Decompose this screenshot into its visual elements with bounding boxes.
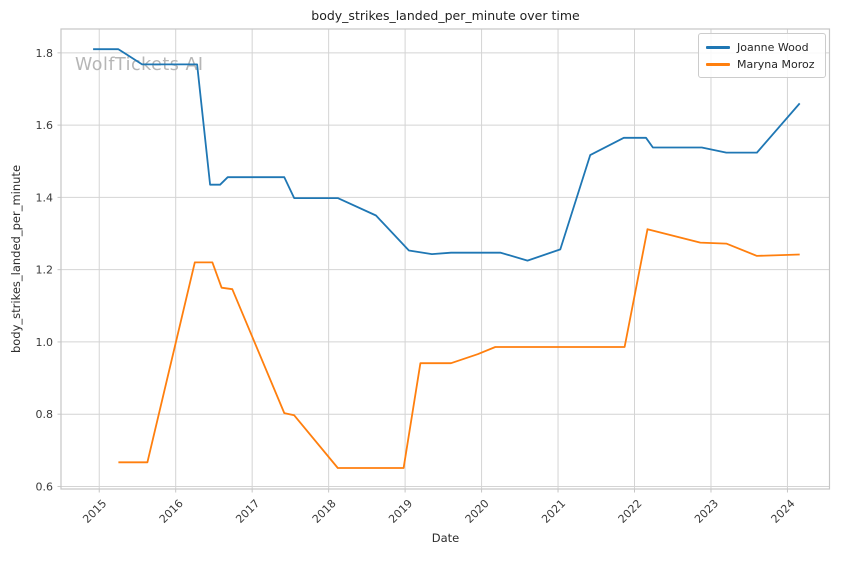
x-tick-label: 2015 (80, 497, 109, 526)
x-tick-label: 2021 (539, 497, 568, 526)
y-tick-label: 1.0 (36, 336, 54, 349)
y-tick-label: 1.6 (36, 119, 54, 132)
y-tick-label: 1.2 (36, 264, 54, 277)
legend-line-swatch-blue (706, 46, 730, 49)
series-lines (93, 48, 801, 469)
legend-item-joanne-wood: Joanne Wood (706, 39, 818, 56)
plot-border (60, 28, 831, 490)
x-axis-tick-labels: 2015 2016 2017 2018 2019 2020 2021 2022 2023 2024 (80, 497, 797, 526)
axis-ticks (57, 52, 788, 493)
series-line-joanne-wood (93, 48, 801, 262)
legend: Joanne Wood Maryna Moroz (698, 33, 826, 78)
watermark: WolfTickets AI (75, 55, 204, 75)
x-tick-label: 2018 (310, 497, 339, 526)
x-tick-label: 2023 (692, 497, 721, 526)
legend-label: Maryna Moroz (737, 58, 815, 71)
series-line-maryna-moroz (118, 228, 800, 469)
y-axis-label: body_strikes_landed_per_minute (9, 164, 23, 354)
x-tick-label: 2019 (386, 497, 415, 526)
x-tick-label: 2024 (769, 497, 798, 526)
legend-line-swatch-orange (706, 63, 730, 66)
chart-title: body_strikes_landed_per_minute over time (311, 8, 580, 23)
y-tick-label: 1.4 (36, 191, 54, 204)
x-axis-label: Date (431, 531, 460, 545)
y-tick-label: 0.6 (36, 480, 54, 493)
y-axis-tick-labels: 0.6 0.8 1.0 1.2 1.4 1.6 1.8 (36, 47, 54, 494)
x-tick-label: 2016 (157, 497, 186, 526)
y-tick-label: 0.8 (36, 408, 54, 421)
x-tick-label: 2020 (463, 497, 492, 526)
legend-label: Joanne Wood (737, 41, 809, 54)
x-tick-label: 2017 (233, 497, 262, 526)
legend-item-maryna-moroz: Maryna Moroz (706, 56, 818, 73)
gridlines (61, 29, 830, 489)
y-tick-label: 1.8 (36, 47, 54, 60)
x-tick-label: 2022 (616, 497, 645, 526)
